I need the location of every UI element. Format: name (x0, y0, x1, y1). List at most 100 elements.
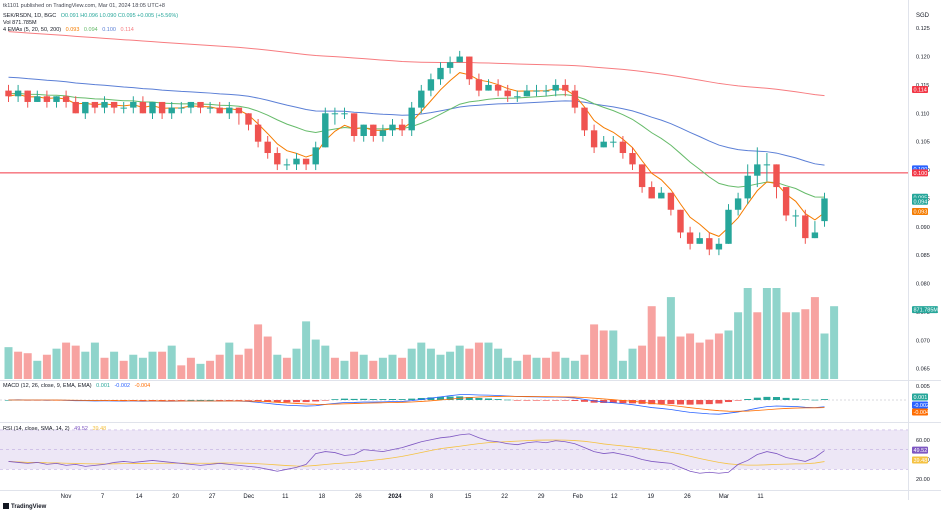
symbol-title: SEK/RSDN, 1D, BGC (3, 13, 57, 19)
macd-legend[interactable]: MACD (12, 26, close, 9, EMA, EMA) 0.001 … (3, 383, 153, 390)
macd-value-label: 0.001 (914, 395, 928, 401)
time-tick-label: Nov (61, 494, 72, 500)
candle-body (82, 101, 89, 114)
macd-histogram-bar (389, 398, 396, 400)
candle-body (523, 90, 531, 97)
volume-bar (81, 351, 90, 379)
candle-body (418, 90, 425, 108)
price-tick-label: 0.085 (916, 253, 930, 259)
macd-signal-value: -0.004 (134, 383, 151, 389)
time-tick-label: 7 (101, 494, 105, 500)
macd-value-label-box (912, 401, 928, 409)
volume-bar (532, 357, 541, 379)
candle-body (744, 175, 751, 199)
volume-bar (42, 354, 51, 379)
volume-bar (801, 309, 810, 379)
macd-histogram-bar (744, 399, 752, 400)
price-tick-label: 0.120 (916, 55, 930, 61)
volume-bar (33, 360, 42, 379)
tradingview-logo[interactable]: TradingView (3, 503, 46, 510)
volume-bar (436, 354, 445, 379)
ema-legend[interactable]: 4 EMAs (5, 20, 50, 200) 0.093 0.094 0.10… (3, 27, 137, 34)
ema-lines (8, 31, 825, 237)
candle-body (360, 124, 367, 136)
rsi-value-label: 39.48 (914, 458, 928, 464)
macd-histogram-bar (158, 400, 166, 401)
candle-body (370, 124, 377, 136)
volume-bar (292, 348, 301, 379)
macd-histogram-bar (782, 397, 790, 400)
volume-bar (4, 347, 13, 379)
candle-body (389, 124, 396, 131)
volume-bar (14, 351, 23, 379)
time-tick-label: 26 (355, 494, 362, 500)
volume-bars (4, 288, 839, 379)
macd-histogram-bar (667, 400, 675, 405)
macd-value-label-box (912, 393, 928, 401)
candle-body (754, 164, 761, 176)
macd-histogram-bar (561, 400, 569, 401)
volume-bar (263, 336, 272, 379)
volume-bar (302, 321, 311, 379)
macd-histogram-bar (187, 399, 195, 401)
volume-bar (273, 354, 282, 379)
candle-body (696, 238, 703, 244)
volume-legend-text: Vol 871.785M (3, 20, 37, 26)
volume-bar (167, 345, 176, 379)
volume-bar (772, 288, 781, 379)
candle-body (350, 113, 358, 136)
candle-body (542, 90, 550, 92)
macd-histogram-bar (494, 399, 502, 400)
macd-histogram-bar (168, 400, 176, 401)
candle-body (677, 209, 684, 233)
candle-body (274, 153, 281, 165)
candle-body (802, 215, 809, 239)
macd-histogram-bar (571, 400, 579, 401)
macd-histogram-bar (792, 398, 800, 400)
candle-body (715, 243, 723, 250)
macd-histogram-bar (369, 399, 377, 400)
candle-body (398, 124, 406, 131)
macd-tick-label: 0.005 (916, 384, 930, 390)
rsi-value-label-box (912, 446, 928, 454)
candle-body (62, 96, 70, 102)
macd-histogram-bar (360, 398, 368, 400)
volume-bar (753, 312, 762, 379)
volume-bar (206, 360, 215, 379)
candle-body (610, 141, 617, 143)
candle-body (120, 107, 127, 109)
time-tick-label: 14 (136, 494, 143, 500)
candle-body (562, 84, 569, 91)
macd-signal-line (8, 395, 825, 412)
candle-body (821, 198, 828, 222)
macd-histogram-bar (235, 400, 243, 401)
volume-bar (52, 348, 61, 379)
candle-body (130, 101, 137, 108)
volume-legend[interactable]: Vol 871.785M (3, 20, 40, 27)
candle-body (110, 101, 118, 108)
macd-histogram-bar (523, 400, 531, 401)
volume-bar (100, 357, 109, 379)
rsi-legend[interactable]: RSI (14, close, SMA, 14, 2) 49.52 39.48 (3, 426, 109, 433)
macd-histogram-bar (321, 400, 329, 401)
volume-bar (618, 360, 627, 379)
rsi-ma-line (8, 439, 825, 467)
candle-body (283, 164, 291, 166)
volume-bar (129, 354, 138, 379)
macd-histogram-bar (715, 400, 723, 404)
volume-bar (484, 342, 493, 379)
candle-body (600, 141, 607, 148)
candle-body (158, 101, 166, 114)
symbol-legend[interactable]: SEK/RSDN, 1D, BGC O0.091 H0.096 L0.090 C… (3, 13, 181, 20)
macd-histogram-bar (542, 400, 550, 401)
volume-bar (714, 333, 723, 379)
volume-bar (407, 348, 416, 379)
price-value-label: 871.785M (914, 308, 939, 314)
macd-histogram-bar (677, 400, 684, 405)
candle-body (235, 107, 243, 114)
macd-histogram-bar (5, 400, 12, 401)
candle-body (43, 96, 51, 102)
candle-body (264, 141, 271, 154)
volume-bar (388, 354, 397, 379)
macd-histogram-bar (437, 396, 444, 400)
